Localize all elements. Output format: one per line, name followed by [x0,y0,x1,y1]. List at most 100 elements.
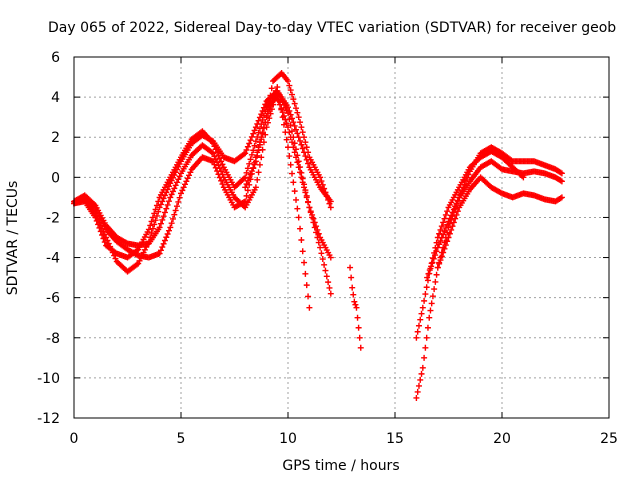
data-point [160,213,167,220]
data-point [442,211,449,218]
data-point [319,181,326,188]
data-point [441,228,448,235]
data-point [327,204,334,211]
data-point [290,179,297,186]
data-point [178,190,184,197]
data-point [423,334,430,341]
data-point [317,244,324,251]
data-point [159,244,166,251]
data-point [440,219,447,226]
data-point [160,240,167,247]
data-point [145,226,152,233]
data-point [297,225,304,232]
data-point [210,158,217,165]
y-tick-labels: 6 4 2 0 -2 -4 -6 -8 -10 -12 [37,50,60,427]
data-point [426,267,433,274]
data-point [282,129,289,136]
data-point [453,211,460,218]
data-point [311,224,318,231]
data-point [101,239,108,246]
data-point [99,231,106,238]
data-point [290,134,297,141]
data-point [167,194,174,201]
data-point [446,230,453,237]
data-point [297,137,304,144]
data-point [263,114,270,121]
data-point [424,324,431,331]
data-point [100,235,107,242]
data-point [219,181,226,188]
data-point [163,205,170,212]
data-point [453,200,460,207]
y-tick-label: -6 [46,291,60,307]
x-tick-label: 20 [493,431,511,447]
data-point [285,144,291,151]
data-point [303,282,310,289]
data-point [280,121,287,128]
data-point [327,254,334,261]
data-point [442,224,449,231]
data-point [428,300,435,307]
data-point [252,138,259,145]
data-point [321,185,328,192]
data-point [352,301,359,308]
data-point [112,255,119,262]
data-point [302,153,309,160]
data-point [244,177,251,184]
y-tick-label: -10 [37,371,60,387]
data-point [294,109,301,116]
data-point [449,223,456,230]
data-point [432,278,439,285]
data-point [172,182,179,189]
data-point [356,334,363,341]
data-point [450,206,457,213]
data-point [152,206,159,213]
data-point [418,310,425,317]
data-point [290,96,297,103]
data-point [251,142,258,149]
data-point [270,95,277,102]
data-point [210,150,217,157]
data-point [179,187,186,194]
data-point [310,219,317,226]
data-point [424,277,431,284]
data-point [149,225,156,232]
data-point [248,151,255,158]
data-point [305,149,312,156]
data-point [252,158,259,165]
data-point [212,146,219,153]
data-point [92,214,99,221]
data-point [216,174,223,181]
data-point [242,184,249,191]
data-point [242,198,249,205]
data-point [293,146,300,153]
data-point [251,161,258,168]
data-point [214,149,221,156]
data-point [301,134,308,141]
data-point [445,234,452,241]
y-tick-label: 0 [51,170,60,186]
data-point [173,203,180,210]
data-point [285,78,291,85]
data-point [148,218,155,225]
data-point [215,152,222,159]
data-point [286,116,293,123]
data-point [251,127,258,134]
data-point [256,161,263,168]
data-point [286,153,293,160]
data-point [428,263,435,270]
y-tick-label: 2 [51,130,60,146]
data-point [295,114,302,121]
data-point [291,188,298,195]
data-point [157,201,164,208]
data-point [259,130,266,137]
data-point [419,304,426,311]
data-point [218,158,225,165]
data-point [256,141,263,148]
data-point [291,140,298,147]
data-point [305,160,312,167]
data-point [286,82,293,89]
data-point [274,84,281,91]
data-point [303,144,310,151]
data-point [307,209,314,216]
